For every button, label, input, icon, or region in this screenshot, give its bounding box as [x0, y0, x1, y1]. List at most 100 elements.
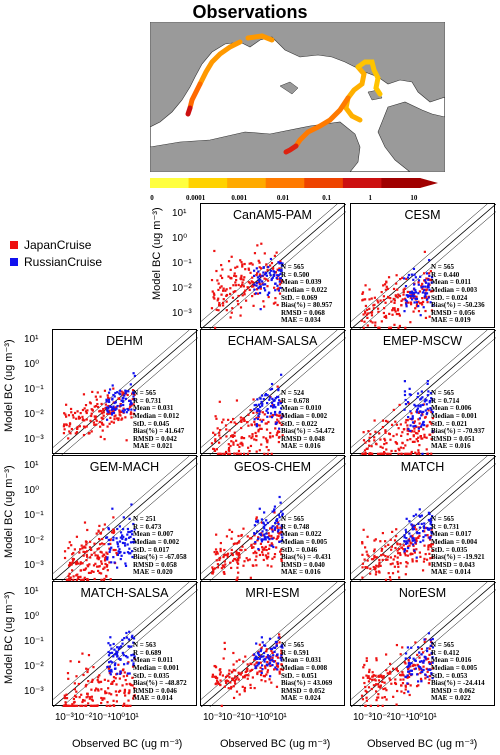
- russian-point: [405, 300, 408, 303]
- japan-point: [105, 551, 108, 554]
- russian-point: [431, 656, 434, 660]
- russian-point: [269, 412, 273, 415]
- japan-point: [362, 326, 365, 329]
- japan-point: [99, 409, 102, 412]
- japan-point: [211, 673, 215, 676]
- russian-point: [419, 314, 422, 317]
- russian-point: [427, 278, 430, 281]
- japan-point: [393, 565, 396, 568]
- japan-point: [232, 441, 235, 444]
- russian-point: [130, 503, 133, 506]
- japan-point: [108, 422, 111, 425]
- japan-point: [120, 410, 123, 414]
- russian-point: [411, 421, 415, 424]
- russian-point: [263, 533, 266, 536]
- japan-point: [213, 326, 217, 329]
- japan-point: [399, 562, 402, 565]
- russian-point: [430, 515, 434, 518]
- japan-point: [367, 430, 370, 433]
- japan-point: [374, 324, 377, 327]
- japan-point: [118, 409, 121, 412]
- russian-point: [256, 530, 259, 533]
- japan-point: [409, 301, 413, 304]
- japan-point: [255, 274, 258, 277]
- stat-line: Bias(%) = -48.872: [133, 679, 187, 688]
- x-tick-labels: 10⁻³10⁻²10⁻¹10⁰10¹: [203, 712, 287, 723]
- russian-point: [107, 538, 110, 542]
- japan-point: [99, 680, 103, 683]
- russian-point: [253, 418, 256, 421]
- japan-point: [366, 316, 369, 320]
- japan-point: [237, 562, 240, 565]
- japan-point: [264, 667, 267, 670]
- russian-point: [260, 420, 263, 423]
- japan-point: [252, 281, 255, 284]
- japan-point: [409, 452, 413, 455]
- russian-point: [430, 408, 433, 412]
- japan-point: [425, 448, 428, 451]
- japan-point: [226, 680, 230, 683]
- japan-point: [265, 428, 269, 431]
- japan-point: [253, 534, 256, 537]
- russian-point: [413, 273, 416, 276]
- japan-point: [382, 553, 385, 556]
- japan-point: [376, 452, 380, 455]
- japan-point: [122, 675, 125, 678]
- japan-point: [413, 526, 416, 529]
- japan-point: [382, 677, 385, 680]
- japan-point: [227, 687, 230, 690]
- japan-point: [278, 641, 281, 644]
- stat-line: Median = 0.022: [281, 285, 328, 294]
- japan-point: [82, 550, 85, 553]
- japan-point: [124, 678, 127, 682]
- japan-point: [376, 307, 380, 310]
- russian-point: [419, 404, 422, 407]
- japan-point: [219, 679, 222, 682]
- japan-point: [84, 567, 88, 570]
- stat-line: Median = 0.012: [133, 411, 180, 420]
- japan-point: [255, 434, 258, 438]
- one-to-one-line: [53, 582, 198, 707]
- japan-point: [363, 452, 367, 455]
- russian-point: [422, 539, 425, 542]
- japan-point: [399, 446, 403, 449]
- stat-line: StD. = 0.024: [431, 293, 468, 302]
- stat-line: N = 251: [133, 515, 157, 524]
- japan-point: [395, 442, 399, 445]
- japan-point: [219, 286, 222, 289]
- japan-point: [85, 553, 88, 557]
- japan-point: [262, 436, 265, 439]
- russian-point: [408, 662, 412, 665]
- russian-point: [108, 550, 111, 553]
- russian-point: [109, 644, 112, 647]
- japan-point: [253, 420, 256, 423]
- russian-point: [268, 271, 271, 274]
- japan-point: [84, 685, 87, 688]
- japan-point: [271, 651, 274, 654]
- japan-point: [412, 296, 415, 299]
- japan-point: [218, 431, 221, 434]
- japan-point: [216, 563, 220, 566]
- scatter-panel: DEHM N = 565 R = 0.731 Mean = 0.031 Median =…: [52, 329, 198, 455]
- russian-point: [116, 650, 119, 654]
- japan-point: [421, 569, 425, 572]
- japan-point: [261, 553, 265, 556]
- russian-point: [429, 527, 432, 530]
- japan-point: [381, 696, 384, 699]
- japan-point: [241, 442, 244, 446]
- japan-point: [372, 565, 375, 569]
- japan-point: [103, 523, 106, 526]
- stat-line: RMSD = 0.048: [281, 434, 325, 443]
- japan-point: [97, 676, 100, 679]
- japan-point: [393, 323, 396, 326]
- russian-point: [430, 530, 433, 534]
- japan-point: [274, 297, 277, 300]
- japan-point: [428, 647, 431, 650]
- japan-point: [224, 289, 227, 292]
- russian-point: [116, 527, 119, 531]
- japan-point: [106, 563, 109, 567]
- japan-point: [125, 683, 128, 686]
- japan-point: [394, 546, 397, 550]
- japan-point: [367, 675, 370, 678]
- stat-line: StD. = 0.022: [281, 419, 318, 428]
